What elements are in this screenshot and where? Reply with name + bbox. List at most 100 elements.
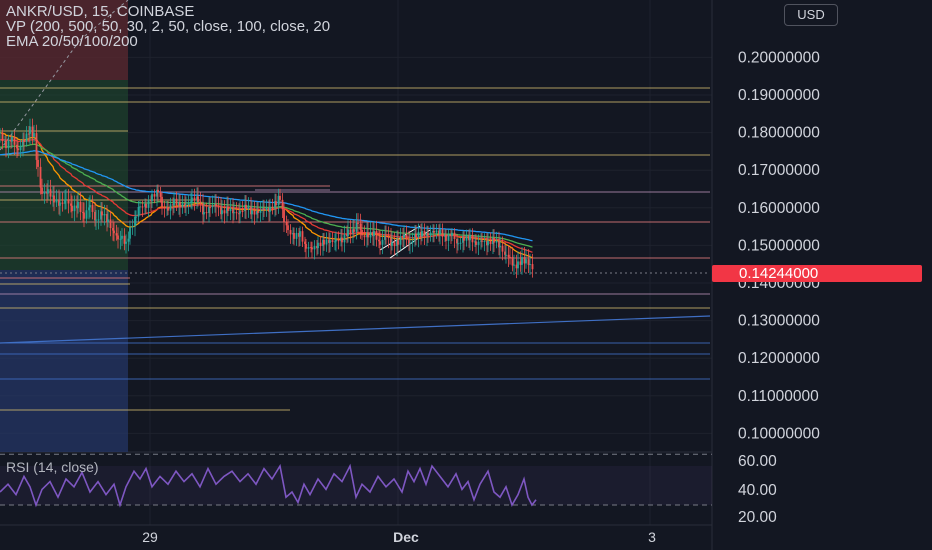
candle-body [295, 232, 298, 239]
candle-body [217, 206, 220, 208]
vp-zone-blue [0, 270, 128, 452]
candle-body [202, 203, 204, 215]
candle-body [77, 201, 79, 209]
candle-body [304, 241, 306, 244]
vp-zone-red [0, 0, 128, 80]
candle-body [239, 211, 241, 214]
candle-body [35, 133, 38, 160]
candle-body [221, 210, 223, 215]
candle-body [103, 214, 106, 216]
candle-body [301, 231, 304, 242]
candle-body [147, 200, 150, 208]
candle-body [263, 208, 265, 211]
candle-body [1, 132, 4, 142]
last-price-tag: 0.14244000 [712, 265, 922, 282]
candle-body [529, 264, 531, 266]
rsi-axis-tick: 60.00 [738, 453, 777, 470]
time-axis-tick: 29 [142, 529, 158, 545]
candle-body [353, 229, 355, 232]
rsi-indicator-label[interactable]: RSI (14, close) [6, 459, 99, 475]
candle-body [253, 210, 256, 215]
candle-body [157, 189, 159, 193]
candle-body [471, 234, 474, 243]
price-axis-tick: 0.17000000 [738, 162, 820, 179]
time-axis-tick: 3 [648, 529, 656, 545]
candle-body [65, 199, 67, 201]
candle-body [531, 264, 534, 270]
candle-body [402, 237, 404, 239]
candle-body [58, 199, 60, 206]
candle-body [29, 126, 31, 134]
candle-body [151, 194, 153, 202]
candle-body [79, 201, 82, 213]
candle-body [101, 211, 103, 216]
candle-body [285, 221, 288, 226]
candle-body [172, 204, 174, 206]
candle-body [433, 231, 435, 233]
candle-body [64, 199, 66, 204]
price-axis-tick: 0.15000000 [738, 237, 820, 254]
candle-body [457, 243, 459, 245]
candle-body [107, 219, 109, 223]
candle-body [469, 234, 471, 241]
candle-body [480, 240, 482, 242]
candle-body [13, 136, 16, 145]
candle-body [181, 203, 184, 208]
candle-body [16, 144, 18, 149]
candle-body [22, 139, 24, 147]
candle-body [227, 206, 229, 211]
candle-body [39, 166, 42, 188]
candle-body [268, 207, 270, 212]
candle-body [465, 235, 468, 241]
candle-body [355, 222, 358, 232]
candle-body [153, 194, 156, 197]
candle-body [127, 238, 130, 242]
candle-body [486, 240, 488, 246]
candle-body [88, 207, 90, 211]
candle-body [173, 198, 175, 206]
candle-body [190, 201, 192, 204]
candle-body [289, 230, 292, 235]
candle-body [367, 232, 369, 238]
candle-body [287, 225, 289, 231]
candle-body [97, 219, 100, 221]
candle-body [123, 235, 126, 244]
candle-body [487, 240, 489, 246]
candle-body [184, 203, 186, 207]
candle-body [117, 235, 119, 240]
candle-body [319, 242, 322, 247]
candle-body [113, 230, 115, 234]
candle-body [347, 229, 349, 237]
candle-body [292, 232, 294, 235]
candle-body [399, 237, 402, 245]
candle-body [445, 234, 447, 241]
candle-body [41, 187, 43, 194]
candle-body [37, 159, 39, 167]
candle-body [317, 242, 319, 249]
candle-body [163, 206, 166, 208]
candle-body [47, 189, 49, 194]
candle-body [259, 210, 262, 213]
candle-body [23, 139, 25, 142]
currency-button[interactable]: USD [784, 4, 838, 26]
candle-body [211, 205, 214, 208]
candle-body [238, 213, 240, 215]
candle-body [515, 264, 518, 269]
candle-body [178, 201, 180, 206]
price-axis-tick: 0.11000000 [738, 388, 819, 405]
candle-body [82, 212, 84, 214]
candle-body [223, 210, 226, 214]
trend-line-blue [0, 315, 711, 344]
candle-body [426, 233, 428, 237]
candle-body [477, 241, 480, 245]
candle-body [156, 189, 158, 197]
candle-body [363, 235, 366, 238]
candle-body [119, 238, 122, 240]
candle-body [329, 240, 331, 243]
candle-body [91, 205, 94, 212]
candle-body [191, 197, 193, 202]
candle-body [504, 251, 506, 255]
horizontal-levels [0, 87, 711, 411]
candle-body [83, 212, 85, 219]
candle-body [196, 196, 198, 201]
